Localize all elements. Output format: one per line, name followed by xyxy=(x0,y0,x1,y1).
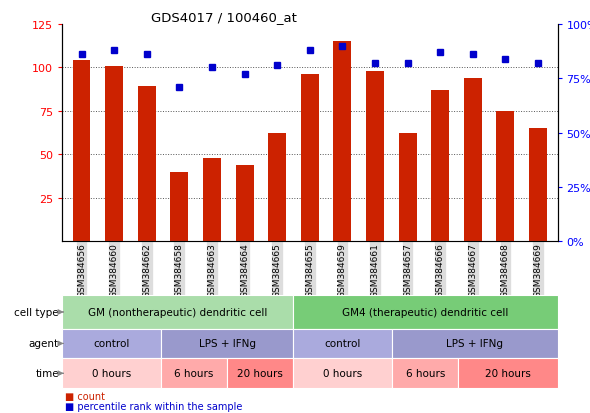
Text: 20 hours: 20 hours xyxy=(237,368,283,378)
Text: GDS4017 / 100460_at: GDS4017 / 100460_at xyxy=(151,11,297,24)
Text: LPS + IFNg: LPS + IFNg xyxy=(199,339,255,349)
Bar xyxy=(171,172,188,242)
Bar xyxy=(235,165,254,242)
Text: 0 hours: 0 hours xyxy=(323,368,362,378)
Text: agent: agent xyxy=(29,339,59,349)
Bar xyxy=(464,78,482,242)
Bar xyxy=(333,42,351,242)
Text: 6 hours: 6 hours xyxy=(406,368,445,378)
Bar xyxy=(496,112,514,242)
Bar xyxy=(529,129,547,242)
Bar xyxy=(137,87,156,242)
Text: ■ percentile rank within the sample: ■ percentile rank within the sample xyxy=(65,401,242,411)
Bar xyxy=(73,61,90,242)
Text: 6 hours: 6 hours xyxy=(175,368,214,378)
Text: 20 hours: 20 hours xyxy=(485,368,531,378)
Text: control: control xyxy=(324,339,361,349)
Text: time: time xyxy=(35,368,59,378)
Text: 0 hours: 0 hours xyxy=(92,368,131,378)
Bar xyxy=(431,91,449,242)
Text: ■ count: ■ count xyxy=(65,391,105,401)
Text: control: control xyxy=(93,339,130,349)
Bar xyxy=(268,134,286,242)
Bar xyxy=(203,158,221,242)
Bar xyxy=(366,71,384,242)
Bar xyxy=(301,75,319,242)
Text: GM (nontherapeutic) dendritic cell: GM (nontherapeutic) dendritic cell xyxy=(88,307,267,317)
Text: GM4 (therapeutic) dendritic cell: GM4 (therapeutic) dendritic cell xyxy=(342,307,509,317)
Text: cell type: cell type xyxy=(14,307,59,317)
Text: LPS + IFNg: LPS + IFNg xyxy=(447,339,503,349)
Bar xyxy=(399,134,417,242)
Bar xyxy=(105,66,123,242)
